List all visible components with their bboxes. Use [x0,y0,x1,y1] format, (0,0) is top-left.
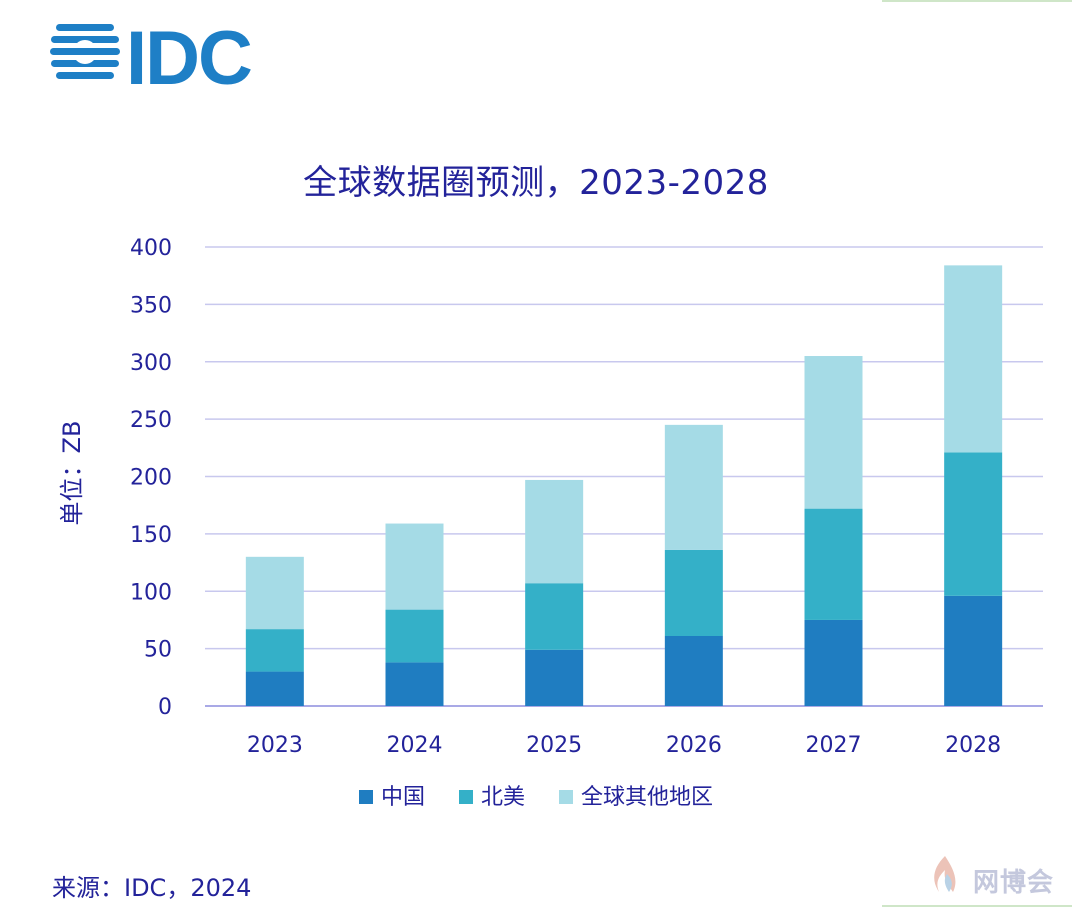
bar-segment-2027-0 [804,619,863,706]
y-tick-label: 50 [144,638,172,663]
source-note: 来源：IDC，2024 [52,874,252,902]
bar-segment-2024-1 [385,609,444,663]
x-tick-label: 2026 [666,733,722,758]
legend-swatch [559,790,573,804]
bar-segment-2025-0 [525,649,584,706]
bar-segment-2027-1 [804,508,863,620]
bar-segment-2025-1 [525,583,584,650]
idc-logo: IDC [50,16,253,94]
x-tick-label: 2025 [526,733,582,758]
idc-globe-stripes-logo-icon [50,24,120,79]
legend-label: 中国 [381,785,425,810]
bar-segment-2026-0 [664,636,723,706]
bar-segment-2026-2 [664,424,723,550]
bar-segment-2023-2 [245,556,304,630]
bar-segment-2027-2 [804,356,863,509]
chart-title: 全球数据圈预测，2023-2028 [303,163,769,203]
bar-segment-2025-2 [525,479,584,584]
x-tick-label: 2028 [945,733,1001,758]
y-tick-label: 0 [158,695,172,720]
y-tick-label: 150 [130,523,172,548]
x-tick-label: 2027 [806,733,862,758]
y-axis-label: 单位：ZB [58,421,86,526]
y-tick-label: 100 [130,580,172,605]
logo-text: IDC [126,16,251,94]
legend-swatch [359,790,373,804]
bar-segment-2028-2 [944,265,1003,453]
bars-layer [245,265,1003,706]
bar-segment-2024-2 [385,523,444,610]
y-tick-label: 250 [130,408,172,433]
bottom-border-line [882,905,1072,907]
watermark-logo [934,856,956,892]
bar-segment-2024-0 [385,662,444,706]
bar-segment-2028-1 [944,452,1003,596]
legend-swatch [459,790,473,804]
bar-segment-2023-1 [245,629,304,672]
legend-label: 北美 [481,785,525,810]
tick-labels-layer: 0 50 100 150 200 250 300 350 400 2023 2024 2025 2026… [130,236,1001,758]
bar-segment-2023-0 [245,671,304,706]
bar-segment-2026-1 [664,549,723,637]
flame-icon [934,856,956,892]
top-border-line [882,0,1072,2]
y-tick-label: 200 [130,466,172,491]
x-tick-label: 2023 [247,733,303,758]
grid-layer [205,246,1043,707]
y-tick-label: 400 [130,236,172,261]
x-tick-label: 2024 [387,733,443,758]
legend-label: 全球其他地区 [581,785,713,810]
watermark-text: 网博会 [973,868,1055,898]
legend: 中国 北美 全球其他地区 [359,785,713,810]
bar-segment-2028-0 [944,595,1003,706]
y-tick-label: 350 [130,293,172,318]
y-tick-label: 300 [130,351,172,376]
